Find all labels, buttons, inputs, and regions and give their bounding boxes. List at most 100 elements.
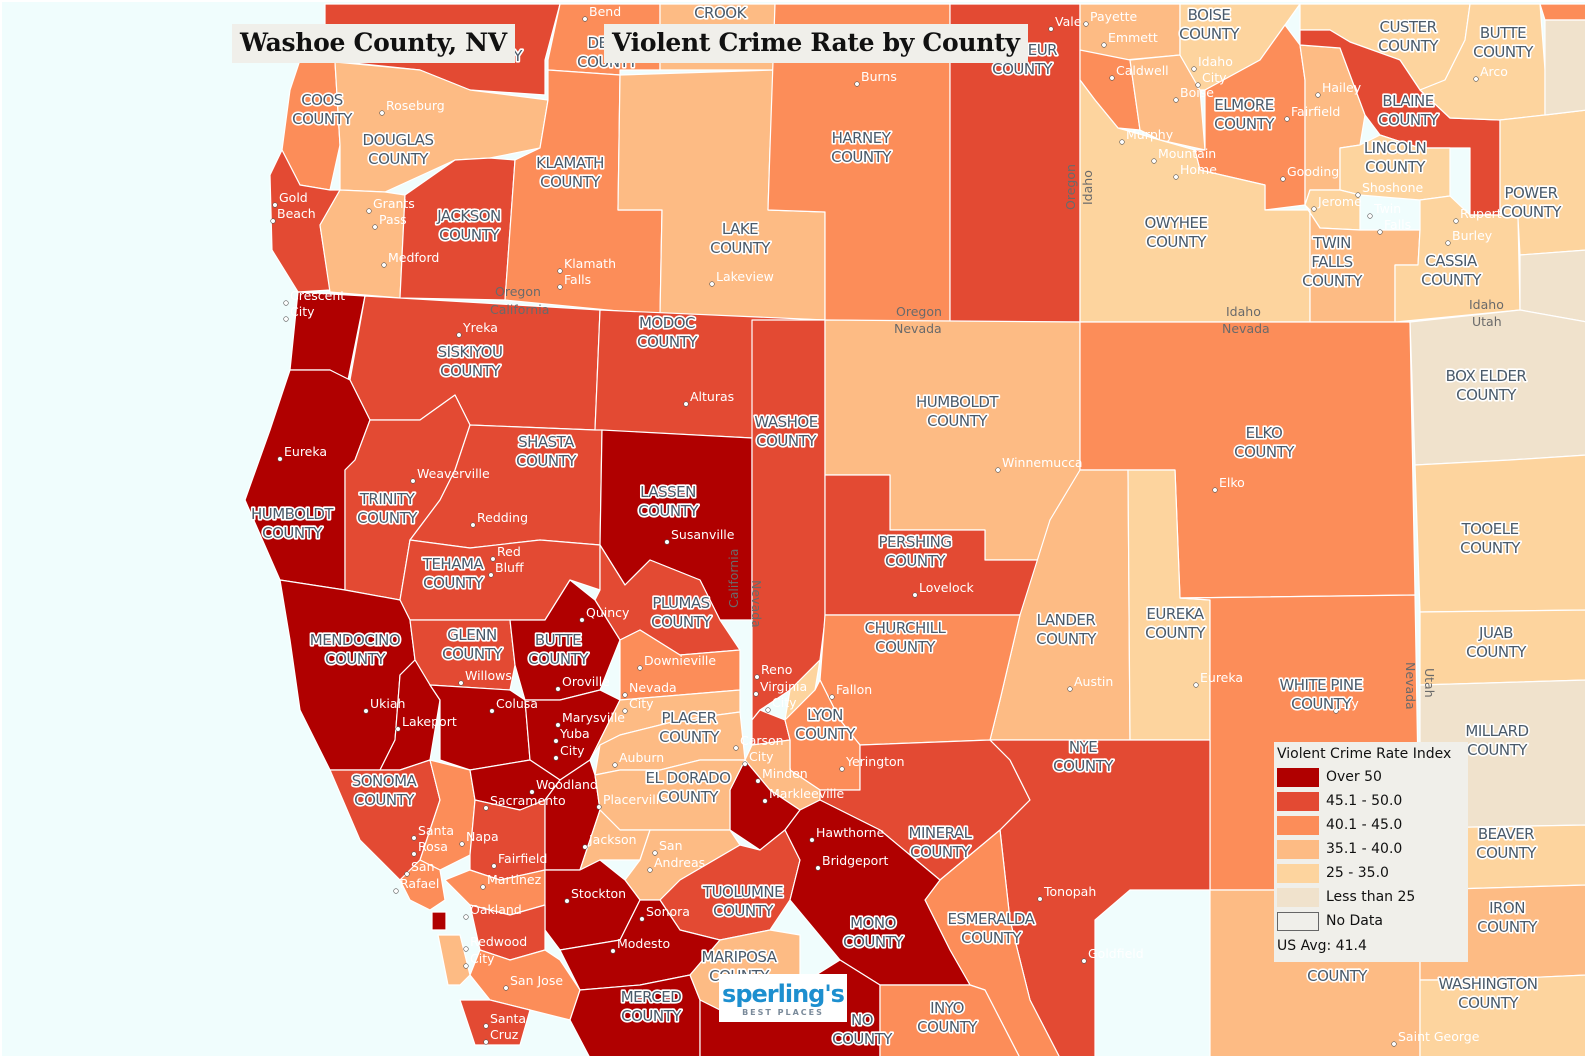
city-marker: Colusa [489, 696, 538, 714]
city-marker: Hailey [1315, 80, 1362, 98]
city-dot-icon [1037, 896, 1043, 902]
city-label: Hawthorne [816, 825, 885, 840]
city-dot-icon [529, 789, 535, 795]
state-label: Utah [1422, 668, 1437, 698]
city-label: San Jose [510, 973, 563, 988]
city-label: Saint George [1398, 1029, 1480, 1044]
county-washington[interactable] [1419, 974, 1587, 1058]
city-marker: Rosa [411, 839, 448, 857]
city-marker: Grants [366, 196, 415, 214]
city-label: Susanville [671, 527, 735, 542]
county-inyo[interactable] [879, 984, 1021, 1058]
city-label: Bridgeport [822, 853, 888, 868]
county-mono[interactable] [784, 799, 971, 986]
city-dot-icon [1453, 218, 1459, 224]
city-dot-icon [404, 871, 410, 877]
county-marin[interactable] [399, 859, 446, 911]
city-marker: Klamath [557, 256, 616, 274]
city-label: Markleeville [769, 786, 844, 801]
city-marker: Payette [1083, 9, 1138, 27]
city-dot-icon [839, 766, 845, 772]
city-marker: San [652, 838, 683, 856]
county-butte-id[interactable] [1419, 3, 1546, 121]
city-label: Yreka [462, 320, 498, 335]
county-san-mateo[interactable] [437, 934, 471, 986]
city-marker: Caldwell [1109, 63, 1169, 81]
city-label: Murphy [1126, 127, 1174, 142]
legend-swatch [1277, 815, 1319, 835]
city-label: Burley [1452, 228, 1493, 243]
city-label: Yuba [559, 726, 590, 741]
county-juab[interactable] [1419, 609, 1587, 686]
city-marker: Falls [557, 272, 591, 290]
city-label: Klamath [564, 256, 616, 271]
state-label: Idaho [1080, 170, 1095, 205]
city-dot-icon [270, 218, 276, 224]
city-label: Falls [564, 272, 591, 287]
legend-swatch [1277, 839, 1319, 859]
county-bingham[interactable] [1539, 3, 1587, 21]
city-label: Gold [279, 190, 308, 205]
county-tooele[interactable] [1414, 454, 1587, 613]
legend-title: Violent Crime Rate Index [1277, 746, 1452, 762]
city-label: Pass [379, 212, 407, 227]
county-label: CUSTER COUNTY [1378, 18, 1439, 55]
county-butte-ca[interactable] [509, 579, 621, 701]
city-marker: Eureka [1193, 670, 1243, 688]
city-dot-icon [489, 708, 495, 714]
city-dot-icon [1193, 682, 1199, 688]
legend-item-40-45: 40.1 - 45.0 [1277, 814, 1402, 836]
county-washoe[interactable] [751, 319, 826, 721]
county-label: LASSEN COUNTY [638, 483, 699, 520]
city-dot-icon [754, 674, 760, 680]
legend-swatch [1277, 791, 1319, 811]
state-label: California [490, 302, 549, 317]
city-marker: Austin [1067, 674, 1113, 692]
city-marker: Jerome [1311, 194, 1362, 212]
city-label: Willows [465, 668, 512, 683]
city-label: Carson [740, 733, 784, 748]
city-dot-icon [596, 804, 602, 810]
county-label: ELKO COUNTY [1234, 424, 1295, 461]
city-label: City [629, 696, 654, 711]
city-marker: Gold [272, 190, 308, 208]
city-label: City [470, 951, 495, 966]
city-dot-icon [564, 898, 570, 904]
county-label: HUMBOLDT COUNTY [916, 393, 999, 430]
map-title: Violent Crime Rate by County [604, 24, 1028, 63]
city-marker: Burley [1445, 228, 1493, 246]
county-label: BEAVER COUNTY [1476, 825, 1537, 862]
county-santa-cruz[interactable] [459, 999, 531, 1046]
city-label: Eureka [1200, 670, 1243, 685]
location-title: Washoe County, NV [232, 24, 515, 63]
county-label: HUMBOLDT COUNTY [251, 505, 334, 542]
county-san-francisco[interactable] [431, 911, 447, 931]
city-label: Alturas [690, 389, 734, 404]
city-marker: Lakeview [709, 269, 774, 287]
legend-item-over-50: Over 50 [1277, 766, 1382, 788]
city-marker: Arco [1473, 64, 1508, 82]
city-label: Tonopah [1043, 884, 1096, 899]
city-dot-icon [503, 985, 509, 991]
city-label: Oroville [562, 674, 610, 689]
city-dot-icon [395, 726, 401, 732]
county-oneida[interactable] [1519, 249, 1587, 323]
city-dot-icon [463, 946, 469, 952]
city-label: Lakeport [402, 714, 457, 729]
city-marker: Quincy [579, 605, 630, 623]
city-marker: City [765, 695, 797, 713]
county-bannock[interactable] [1544, 19, 1587, 116]
city-dot-icon [683, 401, 689, 407]
county-label: WHITE PINE COUNTY [1279, 676, 1362, 713]
legend-item-45-50: 45.1 - 50.0 [1277, 790, 1402, 812]
city-dot-icon [1081, 958, 1087, 964]
sperlings-logo[interactable]: sperling's BEST PLACES [719, 974, 847, 1022]
county-label: JACKSON COUNTY [436, 207, 501, 244]
city-label: Boise [1180, 85, 1214, 100]
city-marker: Cruz [483, 1027, 519, 1045]
city-marker: Sacramento [483, 793, 566, 811]
county-label: WASHOE COUNTY [754, 413, 817, 450]
county-label: MERCED COUNTY [621, 988, 683, 1025]
city-label: City [290, 304, 315, 319]
city-label: Nevada [629, 680, 677, 695]
